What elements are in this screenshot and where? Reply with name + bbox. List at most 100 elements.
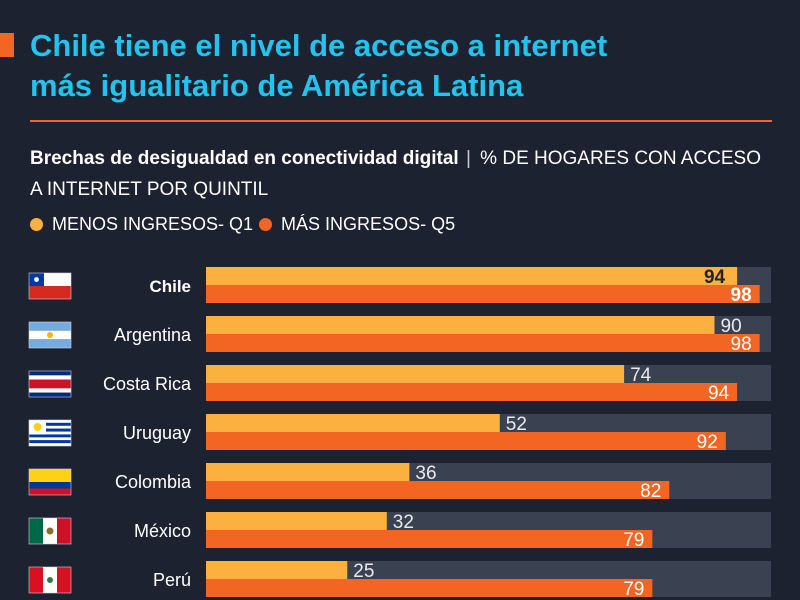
data-label-q5: 98 [731, 334, 752, 355]
flag-sun [33, 423, 42, 431]
mexico-flag-icon [28, 517, 72, 545]
subtitle-bold: Brechas de desigualdad en conectividad d… [30, 148, 459, 169]
subtitle-units: % DE HOGARES CON ACCESO A INTERNET POR Q… [30, 148, 762, 200]
bar-q5 [206, 530, 653, 548]
data-label-q5: 92 [697, 432, 718, 453]
bar-q5 [206, 383, 738, 401]
title-accent-mark [0, 33, 14, 57]
flag-border [28, 517, 72, 545]
flag-stripe [29, 437, 71, 441]
chart-row-colombia: Colombia 36 82 [28, 463, 771, 502]
flag-border [28, 468, 72, 496]
bar-q1 [206, 512, 387, 530]
bar-q1 [206, 316, 715, 334]
legend-label-q1: MENOS INGRESOS- Q1 [52, 214, 254, 234]
data-label-q5: 98 [731, 285, 752, 306]
flag-stripe [29, 286, 71, 299]
chart-row-costa-rica: Costa Rica 74 94 [28, 365, 771, 404]
legend-label-q5: MÁS INGRESOS- Q5 [281, 214, 456, 234]
peru-flag-icon [28, 566, 72, 594]
flag-stripe [29, 440, 71, 444]
flag-stripe [29, 434, 71, 438]
chart-row-uruguay: Uruguay 52 92 [28, 414, 771, 453]
chile-flag-icon [28, 272, 72, 300]
flag-border [28, 419, 72, 447]
flag-stripe [29, 443, 71, 446]
flag-border [28, 321, 72, 349]
legend-dot-q1 [30, 218, 43, 231]
bar-q5 [206, 481, 670, 499]
data-label-q1: 94 [704, 267, 726, 288]
data-label-q1: 25 [353, 561, 374, 582]
flag-border [28, 370, 72, 398]
data-label-q5: 82 [640, 481, 661, 502]
flag-emblem [47, 577, 53, 583]
flag-sun [47, 332, 53, 338]
category-label: México [134, 521, 191, 541]
subtitle-separator: | [465, 148, 471, 169]
flag-stripe [29, 422, 71, 426]
flag-stripe [29, 469, 71, 482]
data-label-q1: 36 [415, 463, 436, 484]
legend-item-q1: MENOS INGRESOS- Q1 [30, 214, 253, 235]
bar-q5 [206, 285, 760, 303]
data-label-q1: 52 [506, 414, 527, 435]
flag-emblem [46, 527, 54, 535]
flag-stripe [29, 371, 71, 376]
data-label-q1: 90 [721, 316, 742, 337]
page-title: Chile tiene el nivel de acceso a interne… [30, 26, 790, 106]
flag-stripe [29, 425, 71, 429]
flag-stripe [29, 488, 71, 495]
category-label: Uruguay [123, 423, 191, 443]
flag-stripe [57, 567, 71, 593]
flag-stripe [29, 322, 71, 331]
flag-border [28, 566, 72, 594]
category-label: Costa Rica [103, 374, 192, 394]
bar-q1 [206, 365, 625, 383]
flag-stripe [29, 339, 71, 348]
data-label-q1: 32 [393, 512, 414, 533]
bar-q1 [206, 561, 348, 579]
flag-stripe [29, 420, 71, 423]
bar-q1 [206, 463, 410, 481]
bar-q1 [206, 267, 738, 285]
flag-stripe [29, 388, 71, 393]
category-label: Perú [153, 570, 191, 590]
flag-stripe [29, 482, 71, 489]
bar-q5 [206, 579, 653, 597]
category-label: Argentina [114, 325, 192, 345]
legend-dot-q5 [259, 218, 273, 231]
category-label: Chile [149, 277, 191, 296]
flag-stripe [29, 567, 43, 593]
uruguay-flag-icon [28, 419, 72, 447]
category-label: Colombia [115, 472, 192, 492]
data-label-q5: 79 [623, 579, 644, 600]
title-divider [30, 120, 772, 122]
flag-border [28, 272, 72, 300]
flag-stripe [29, 431, 71, 435]
data-label-q5: 79 [623, 530, 644, 551]
chart-row-m-xico: México 32 79 [28, 512, 771, 551]
costa-rica-flag-icon [28, 370, 72, 398]
flag-stripe [29, 518, 43, 544]
bar-q5 [206, 334, 760, 352]
title-line-2: más igualitario de América Latina [30, 68, 524, 103]
chart-subtitle: Brechas de desigualdad en conectividad d… [30, 143, 770, 205]
flag-stripe [29, 375, 71, 380]
data-label-q1: 74 [630, 365, 652, 386]
flag-stripe [29, 392, 71, 397]
bar-q1 [206, 414, 500, 432]
data-label-q5: 94 [708, 383, 730, 404]
bar-q5 [206, 432, 726, 450]
colombia-flag-icon [28, 468, 72, 496]
flag-stripe [29, 428, 71, 432]
chart-legend: MENOS INGRESOS- Q1 MÁS INGRESOS- Q5 [30, 214, 461, 235]
title-line-1: Chile tiene el nivel de acceso a interne… [30, 28, 608, 63]
flag-stripe [57, 518, 71, 544]
argentina-flag-icon [28, 321, 72, 349]
flag-stripe [29, 379, 71, 389]
chart-row-per-: Perú 25 79 [28, 561, 771, 600]
